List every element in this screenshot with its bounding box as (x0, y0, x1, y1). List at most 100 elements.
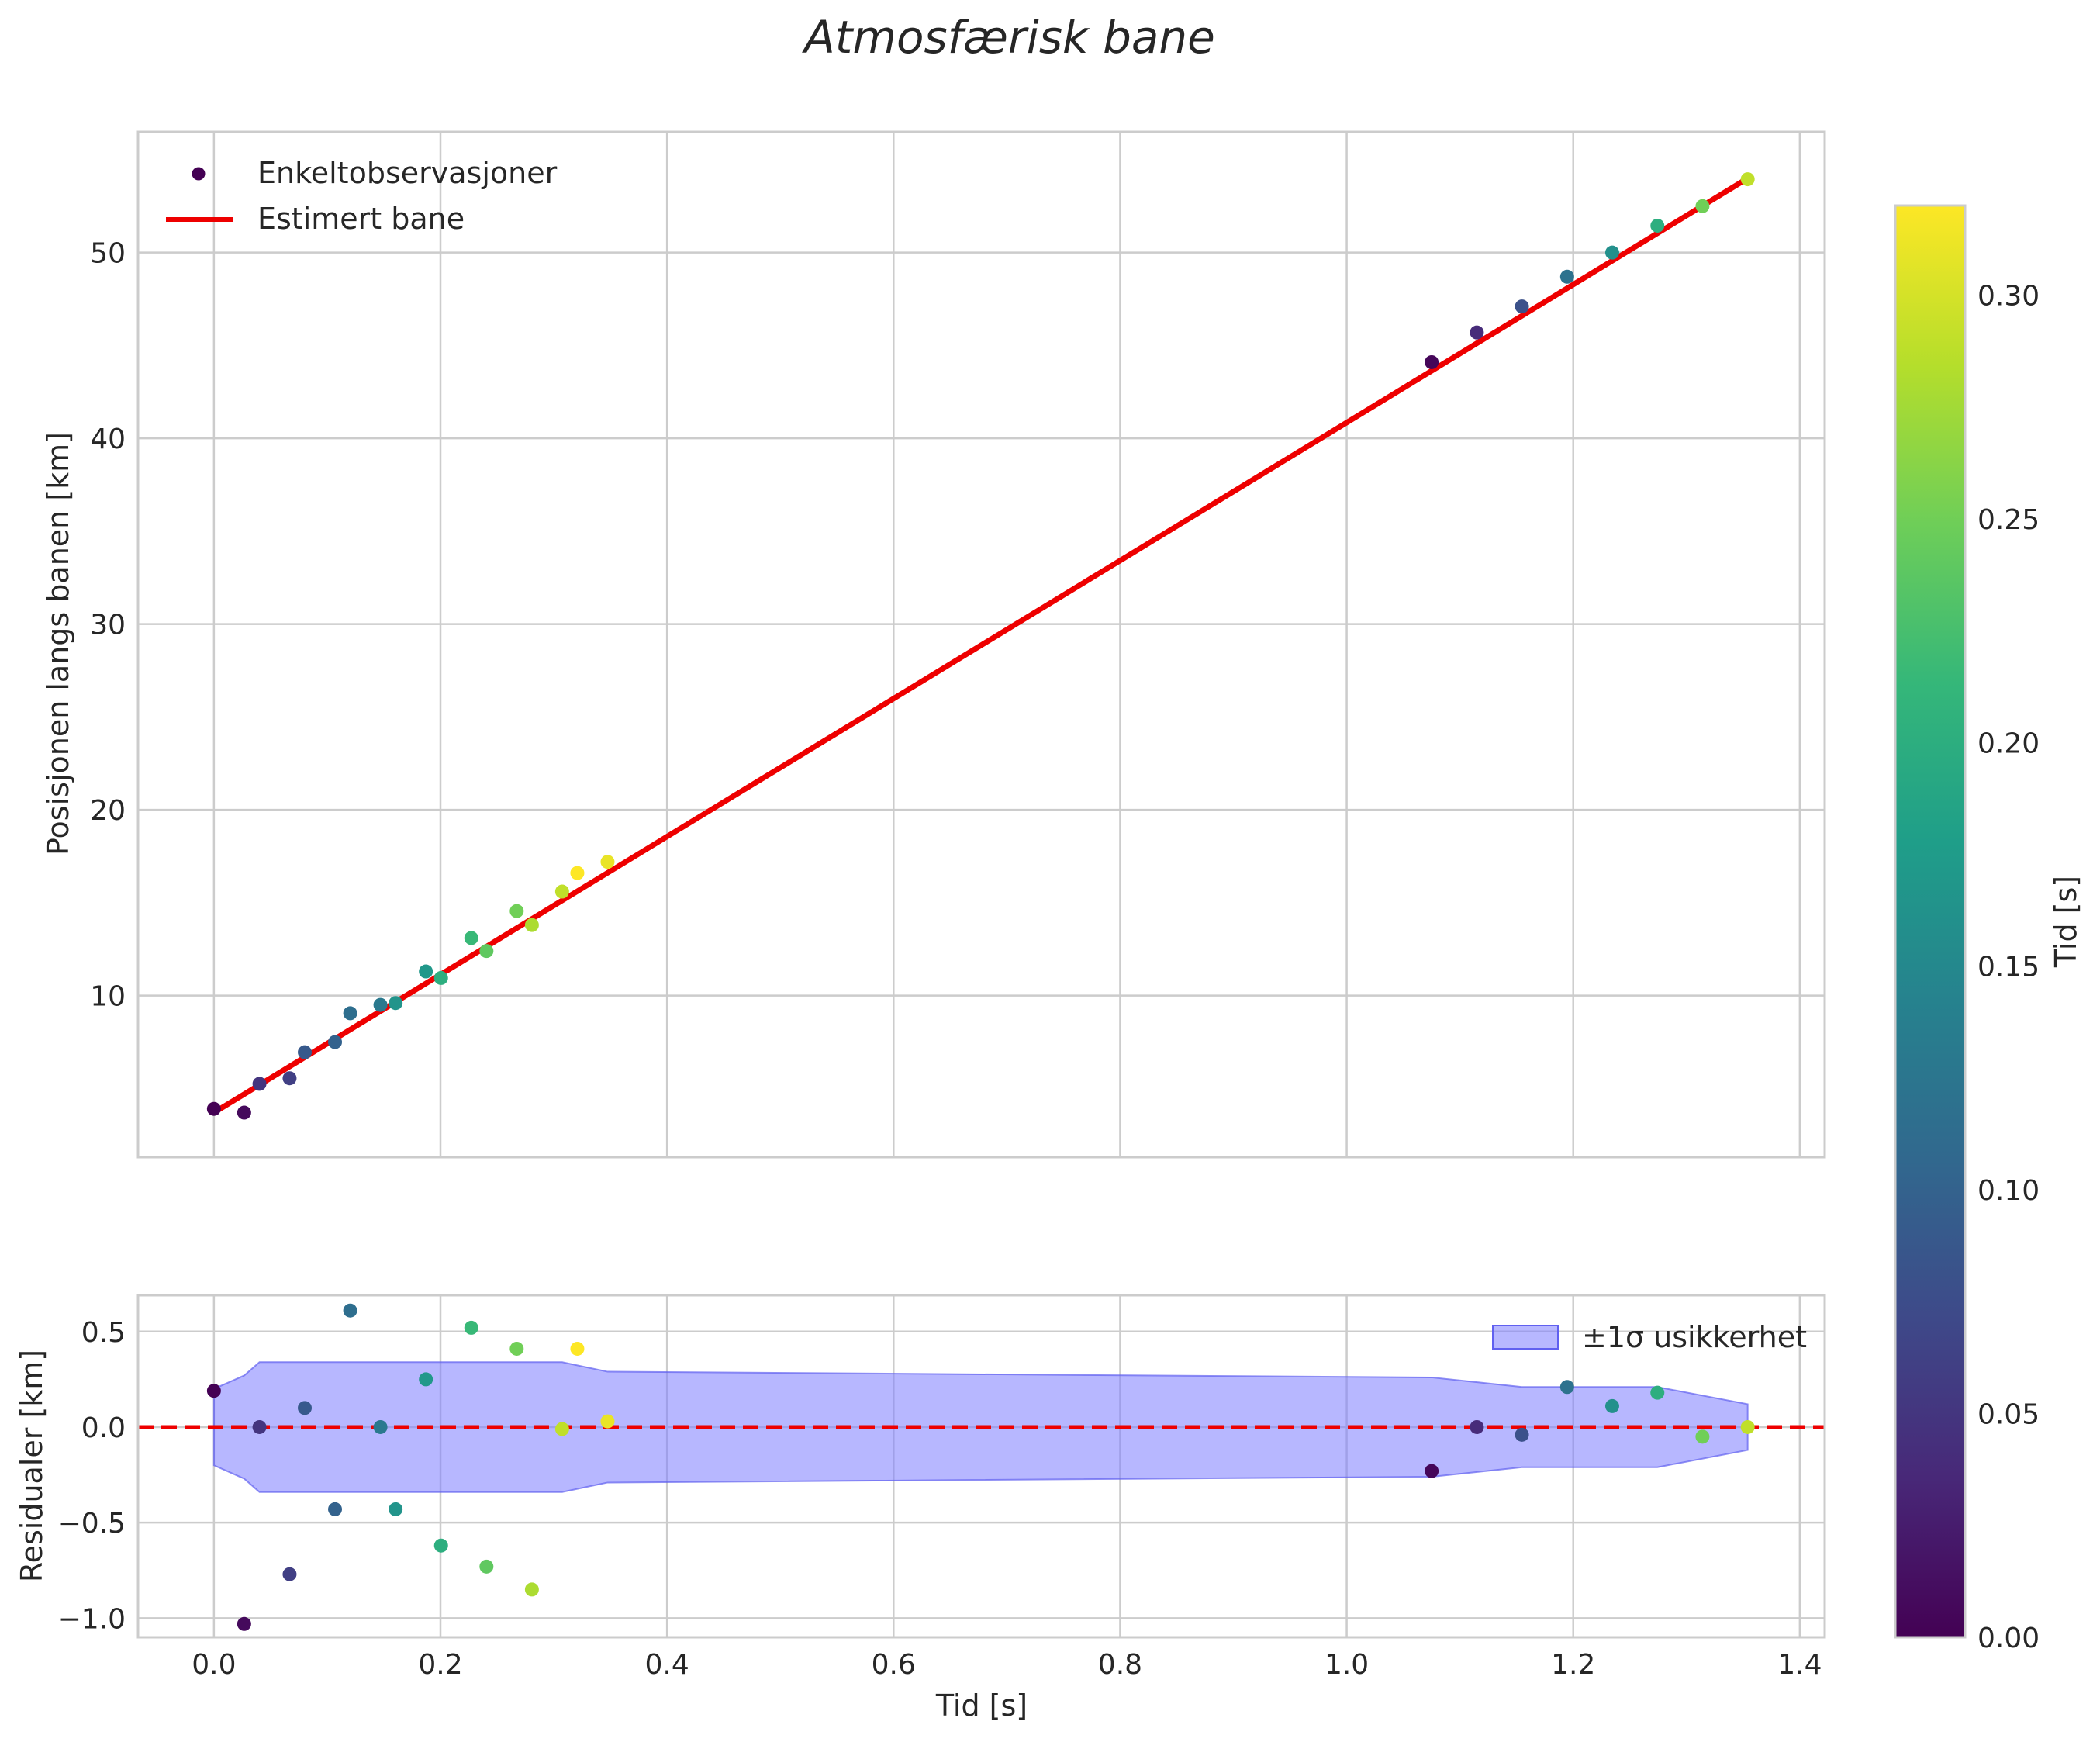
observation-point (1515, 299, 1529, 314)
x-tick-label: 0.6 (872, 1649, 916, 1681)
colorbar-tick-label: 0.25 (1977, 504, 2040, 536)
residual-point (252, 1419, 267, 1434)
residual-y-tick-label: −0.5 (58, 1508, 126, 1540)
observation-point (298, 1045, 313, 1059)
colorbar-tick-label: 0.30 (1977, 280, 2040, 312)
x-tick-label: 1.2 (1551, 1649, 1595, 1681)
observation-point (1695, 199, 1710, 213)
estimated-trajectory-line (211, 175, 1751, 1116)
residual-y-axis-label: Residualer [km] (15, 1350, 49, 1582)
colorbar-tick-label: 0.15 (1977, 952, 2040, 983)
top-y-ticks: 10 20 30 40 50 (90, 238, 126, 1013)
colorbar-tick-label: 0.20 (1977, 728, 2040, 759)
observation-point (1650, 218, 1665, 233)
observation-point (328, 1035, 343, 1049)
top-plot: 10 20 30 40 50 Posisjonen langs banen [km] E… (41, 130, 1826, 1159)
residual-point (1515, 1427, 1529, 1442)
top-plot-frame (136, 130, 1826, 1159)
residual-point (554, 1422, 569, 1436)
legend-band-label: ±1σ usikkerhet (1582, 1320, 1807, 1354)
residual-point (1425, 1464, 1439, 1478)
top-grid (138, 132, 1825, 1157)
observation-point (343, 1006, 357, 1021)
top-y-tick-label: 40 (90, 423, 126, 455)
observation-point (373, 997, 388, 1012)
top-marks (206, 172, 1755, 1120)
colorbar: 0.00 0.05 0.10 0.15 0.20 0.25 0.30 Tid [s] (1894, 204, 2083, 1654)
residual-y-tick-label: 0.0 (81, 1412, 126, 1444)
observation-point (206, 1101, 221, 1116)
observation-point (479, 944, 494, 959)
colorbar-gradient (1895, 206, 1965, 1637)
observation-point (237, 1105, 251, 1120)
legend-band-swatch (1492, 1325, 1559, 1350)
residual-point (282, 1567, 297, 1581)
residual-point (1650, 1385, 1665, 1400)
residual-point (373, 1419, 388, 1434)
observation-point (600, 855, 615, 869)
x-tick-label: 0.8 (1098, 1649, 1142, 1681)
observation-point (554, 884, 569, 899)
observation-point (1425, 354, 1439, 369)
residual-marks (138, 1303, 1825, 1631)
observation-point (1559, 269, 1574, 284)
residual-y-tick-label: 0.5 (81, 1317, 126, 1349)
x-tick-label: 1.0 (1325, 1649, 1369, 1681)
chart-title: Atmosfærisk bane (801, 11, 1215, 64)
colorbar-tick-label: 0.10 (1977, 1175, 2040, 1207)
observation-point (419, 964, 433, 979)
top-y-axis-label: Posisjonen langs banen [km] (41, 432, 75, 855)
legend-estimate-label: Estimert bane (257, 202, 465, 236)
residual-plot: −1.0−0.50.00.5 0.0 0.2 0.4 0.6 0.8 1.0 1.2 1.4 … (15, 1294, 1826, 1723)
residual-y-ticks: −1.0 −0.5 0.0 0.5 (58, 1317, 126, 1636)
top-y-tick-label: 50 (90, 238, 126, 270)
colorbar-frame (1894, 204, 1967, 1639)
residual-point (237, 1616, 251, 1631)
observation-point (252, 1077, 267, 1091)
residual-point (464, 1320, 478, 1335)
observation-point (524, 918, 539, 932)
colorbar-label: Tid [s] (2049, 876, 2083, 968)
residual-point (419, 1372, 433, 1387)
residual-point (298, 1401, 313, 1415)
residual-point (1470, 1419, 1484, 1434)
observation-point (1604, 245, 1619, 260)
residual-point (524, 1582, 539, 1597)
colorbar-tick-label: 0.00 (1977, 1623, 2040, 1654)
observation-point (509, 904, 524, 918)
legend-observations-marker (192, 167, 206, 181)
residual-point (570, 1341, 585, 1356)
residual-point (509, 1341, 524, 1356)
residual-point (479, 1559, 494, 1574)
colorbar-ticks: 0.00 0.05 0.10 0.15 0.20 0.25 0.30 (1977, 280, 2040, 1654)
observation-point (464, 931, 478, 945)
residual-x-ticks: 0.0 0.2 0.4 0.6 0.8 1.0 1.2 1.4 (192, 1649, 1822, 1681)
observation-point (389, 996, 403, 1011)
residual-point (1559, 1380, 1574, 1395)
residual-point (1604, 1398, 1619, 1413)
residual-point (328, 1502, 343, 1516)
residual-point (389, 1502, 403, 1516)
x-tick-label: 1.4 (1777, 1649, 1822, 1681)
legend-observations-label: Enkeltobservasjoner (257, 156, 558, 190)
x-tick-label: 0.0 (192, 1649, 236, 1681)
residual-plot-frame (136, 1294, 1826, 1639)
observation-point (1740, 172, 1755, 187)
colorbar-tick-label: 0.05 (1977, 1399, 2040, 1431)
observation-point (282, 1071, 297, 1086)
observation-point (1470, 325, 1484, 340)
top-legend: Enkeltobservasjoner Estimert bane (166, 156, 558, 236)
top-y-tick-label: 30 (90, 610, 126, 641)
residual-legend: ±1σ usikkerhet (1492, 1320, 1807, 1354)
observation-point (570, 866, 585, 880)
top-y-tick-label: 20 (90, 795, 126, 827)
x-tick-label: 0.4 (645, 1649, 689, 1681)
residual-point (343, 1303, 357, 1318)
residual-point (600, 1414, 615, 1429)
residual-point (433, 1538, 448, 1553)
x-tick-label: 0.2 (418, 1649, 462, 1681)
x-axis-label: Tid [s] (935, 1688, 1028, 1723)
residual-point (206, 1384, 221, 1398)
residual-point (1695, 1429, 1710, 1444)
